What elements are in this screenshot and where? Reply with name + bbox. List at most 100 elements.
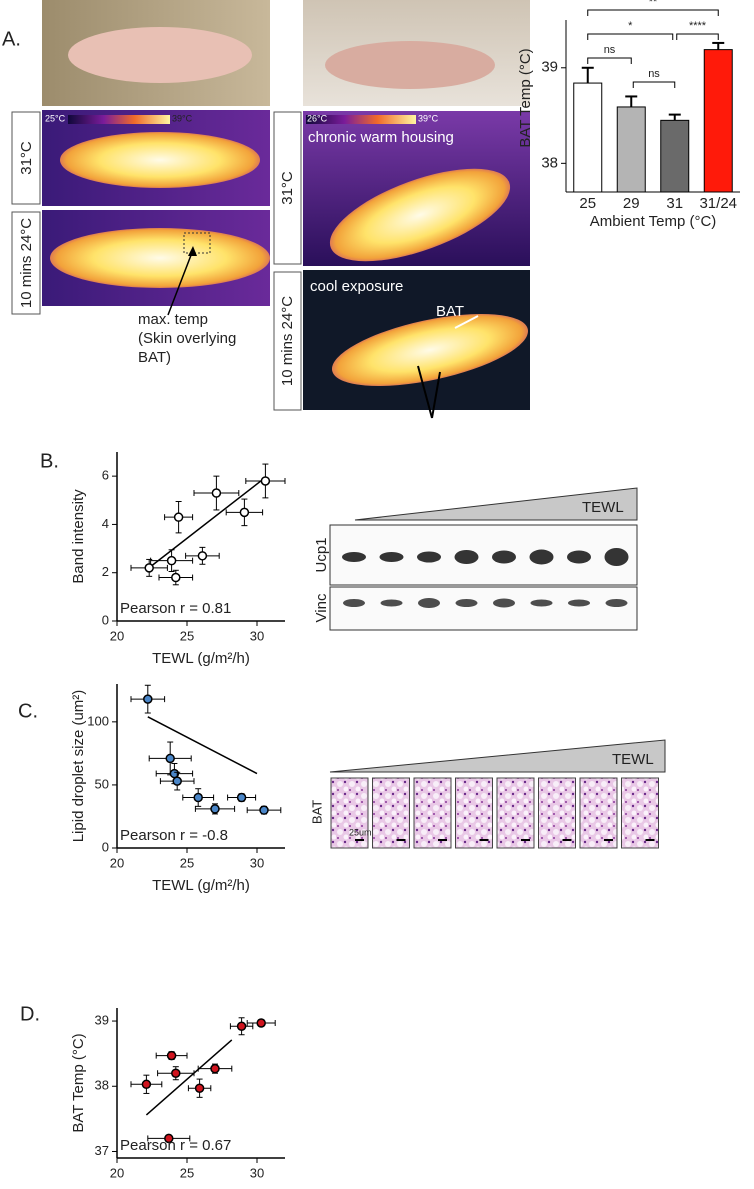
arrow bbox=[167, 249, 194, 316]
band bbox=[417, 551, 441, 563]
band bbox=[568, 599, 590, 607]
side-label: 31°C bbox=[18, 141, 35, 175]
x-tick-label: 25 bbox=[180, 1165, 194, 1180]
x-tick-label: 20 bbox=[110, 1165, 124, 1180]
panel-label: B. bbox=[40, 450, 59, 472]
point bbox=[172, 776, 182, 786]
point bbox=[236, 1021, 247, 1032]
x-tick-label: 29 bbox=[623, 195, 640, 212]
x-tick-label: 30 bbox=[250, 855, 264, 870]
band bbox=[605, 599, 628, 607]
band bbox=[380, 599, 403, 607]
panel-label: A. bbox=[2, 28, 21, 50]
x-tick-label: 30 bbox=[250, 1165, 264, 1180]
significance-label: * bbox=[628, 20, 633, 32]
mouse bbox=[331, 314, 529, 386]
blot-panel bbox=[329, 524, 638, 586]
roi-box bbox=[183, 232, 211, 254]
scale-label: 39°C bbox=[172, 113, 193, 123]
y-tick-label: 6 bbox=[102, 468, 109, 483]
x-axis-label: TEWL (g/m²/h) bbox=[152, 1187, 250, 1189]
color-scale bbox=[306, 115, 416, 124]
point bbox=[144, 563, 154, 573]
band bbox=[567, 550, 591, 564]
x-tick-label: 31/24 bbox=[699, 195, 737, 212]
point bbox=[165, 753, 175, 764]
point bbox=[166, 1050, 177, 1061]
y-tick-label: 2 bbox=[102, 564, 109, 579]
band bbox=[529, 549, 554, 565]
panel-label: D. bbox=[20, 1003, 40, 1025]
x-tick-label: 31 bbox=[666, 195, 683, 212]
point bbox=[236, 792, 247, 803]
x-axis-label: TEWL (g/m²/h) bbox=[152, 877, 250, 894]
annotation: (Skin overlying bbox=[138, 330, 236, 347]
scale-label: 26°C bbox=[307, 113, 328, 123]
point bbox=[166, 555, 177, 566]
point bbox=[211, 488, 222, 498]
significance-bracket bbox=[632, 81, 676, 88]
x-tick-label: 30 bbox=[250, 628, 264, 643]
band bbox=[492, 550, 516, 564]
blot-label: Ucp1 bbox=[313, 537, 330, 572]
caption: BAT bbox=[436, 303, 464, 320]
side-box bbox=[11, 111, 41, 205]
annotation: max. temp bbox=[138, 311, 208, 328]
band bbox=[454, 550, 479, 564]
mouse bbox=[325, 41, 495, 89]
annotation: Pearson r = -0.8 bbox=[120, 827, 228, 844]
significance-label: ns bbox=[604, 44, 616, 56]
gradient-triangle bbox=[354, 487, 638, 521]
significance-label: ns bbox=[648, 68, 660, 80]
side-label: 31°C bbox=[279, 171, 296, 205]
blot-panel bbox=[329, 586, 638, 631]
band bbox=[530, 599, 553, 607]
caption: cool exposure bbox=[310, 278, 403, 295]
y-tick-label: 100 bbox=[87, 713, 109, 728]
x-tick-label: 25 bbox=[180, 628, 194, 643]
annotation: Pearson r = 0.67 bbox=[120, 1137, 231, 1154]
point bbox=[173, 512, 184, 522]
arrow bbox=[431, 371, 441, 419]
significance-label: **** bbox=[689, 20, 707, 32]
side-box bbox=[273, 271, 302, 411]
point bbox=[260, 476, 271, 486]
significance-bracket bbox=[676, 33, 719, 40]
tile bbox=[455, 777, 493, 849]
point bbox=[239, 507, 250, 518]
y-tick-label: 38 bbox=[95, 1078, 109, 1093]
panel-label: C. bbox=[18, 700, 38, 722]
point bbox=[171, 572, 181, 583]
tiles bbox=[330, 777, 659, 849]
point bbox=[256, 1018, 266, 1028]
significance-bracket bbox=[587, 9, 719, 16]
tile bbox=[621, 777, 659, 849]
y-tick-label: 0 bbox=[102, 839, 109, 854]
significance-bracket bbox=[587, 57, 632, 64]
x-tick-label: 25 bbox=[180, 855, 194, 870]
y-tick-label: 4 bbox=[102, 516, 109, 531]
side-box bbox=[11, 211, 41, 315]
histology: C. TEWL BAT 25um bbox=[18, 700, 666, 849]
scale-label: 39°C bbox=[418, 113, 439, 123]
bar bbox=[660, 119, 690, 193]
western-blot: B. TEWL Ucp1 Vinc bbox=[40, 450, 638, 631]
scale-bar-label: 25um bbox=[349, 827, 372, 837]
blot-label: Vinc bbox=[313, 593, 330, 622]
side-label: 10 mins 24°C bbox=[18, 218, 35, 308]
x-tick-label: 20 bbox=[110, 628, 124, 643]
tile bbox=[579, 777, 618, 849]
annotation: Pearson r = 0.81 bbox=[120, 600, 231, 617]
annotation: BAT) bbox=[138, 349, 171, 366]
band bbox=[379, 552, 404, 562]
point bbox=[141, 1079, 152, 1090]
point bbox=[164, 1133, 174, 1144]
y-tick-label: 38 bbox=[541, 154, 558, 171]
band bbox=[342, 552, 366, 562]
x-axis-label: TEWL (g/m²/h) bbox=[152, 650, 250, 667]
gradient-label: TEWL bbox=[612, 751, 654, 768]
band bbox=[343, 599, 365, 607]
fit-line bbox=[147, 716, 258, 775]
y-axis-label: Lipid droplet size (um²) bbox=[70, 690, 87, 843]
